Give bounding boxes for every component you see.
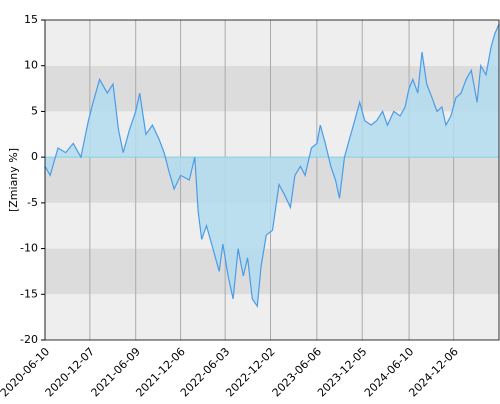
y-tick-label: -15	[20, 287, 38, 300]
y-tick-label: 0	[31, 150, 38, 163]
x-tick-label: 2023-12-05	[315, 345, 369, 399]
y-tick-label: 15	[24, 13, 38, 26]
line	[44, 24, 500, 308]
y-axis-label: [Zmiany %]	[7, 148, 20, 212]
plot-frame	[44, 19, 500, 341]
y-tick-label: -20	[20, 333, 38, 346]
y-tick-label: 5	[31, 104, 38, 117]
band	[45, 248, 499, 295]
y-tick-label: -5	[27, 196, 38, 209]
y-tick-label: 10	[24, 59, 38, 72]
area	[45, 24, 499, 307]
y-tick-label: -10	[20, 242, 38, 255]
band	[45, 294, 499, 340]
band	[45, 20, 499, 66]
